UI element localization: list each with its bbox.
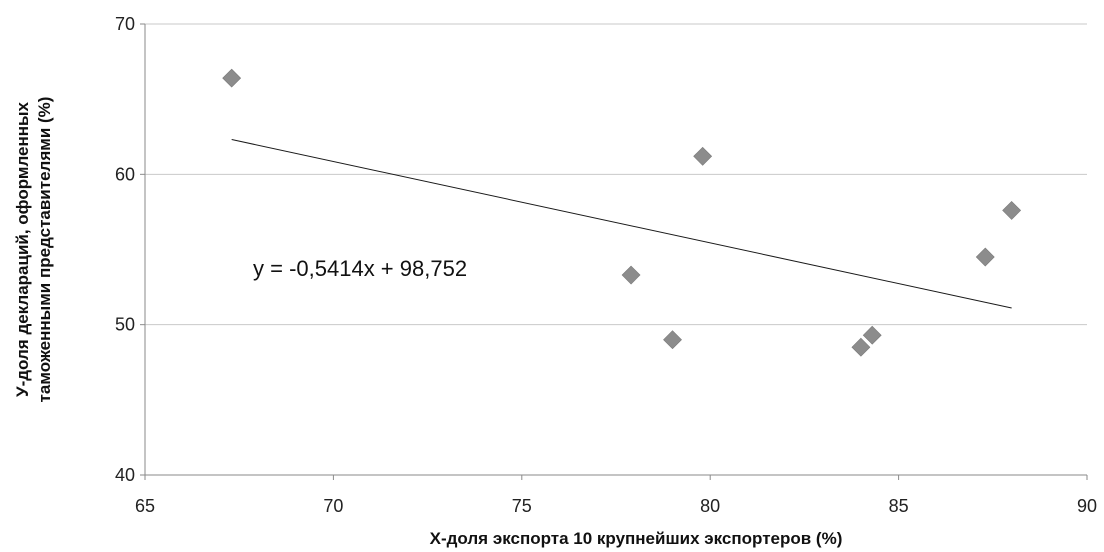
y-axis-title: У-доля деклараций, оформленных таможенны…	[13, 97, 54, 403]
x-tick-label-70: 70	[323, 496, 343, 516]
data-point-3	[663, 330, 682, 350]
x-tick-label-90: 90	[1077, 496, 1097, 516]
gridlines	[145, 23, 1087, 326]
x-tick-label-85: 85	[889, 496, 909, 516]
x-tick-label-75: 75	[512, 496, 532, 516]
x-tick-label-80: 80	[700, 496, 720, 516]
data-point-2	[621, 265, 641, 285]
y-axis-title-line-1: У-доля деклараций, оформленных	[13, 101, 32, 397]
trendline-layer	[231, 139, 1012, 309]
data-point-1	[222, 68, 242, 88]
data-point-5	[851, 337, 871, 357]
y-tick-label-70: 70	[115, 14, 135, 34]
y-tick-label-60: 60	[115, 164, 135, 184]
y-axis-title-line-2: таможенными представителями (%)	[35, 97, 54, 403]
data-point-7	[975, 247, 995, 267]
tick-labels: 40 50 60 70 65 70 75 80 85 90	[115, 14, 1097, 516]
data-point-8	[1002, 200, 1022, 220]
data-point-4	[693, 146, 713, 166]
x-tick-label-65: 65	[135, 496, 155, 516]
trendline	[231, 139, 1012, 309]
x-axis-title: Х-доля экспорта 10 крупнейших экспортеро…	[430, 529, 843, 548]
y-tick-label-50: 50	[115, 315, 135, 335]
data-point-6	[862, 325, 882, 345]
y-tick-label-40: 40	[115, 465, 135, 485]
axes	[140, 23, 1088, 480]
trendline-equation: y = -0,5414x + 98,752	[253, 256, 467, 281]
data-points	[222, 68, 1022, 357]
